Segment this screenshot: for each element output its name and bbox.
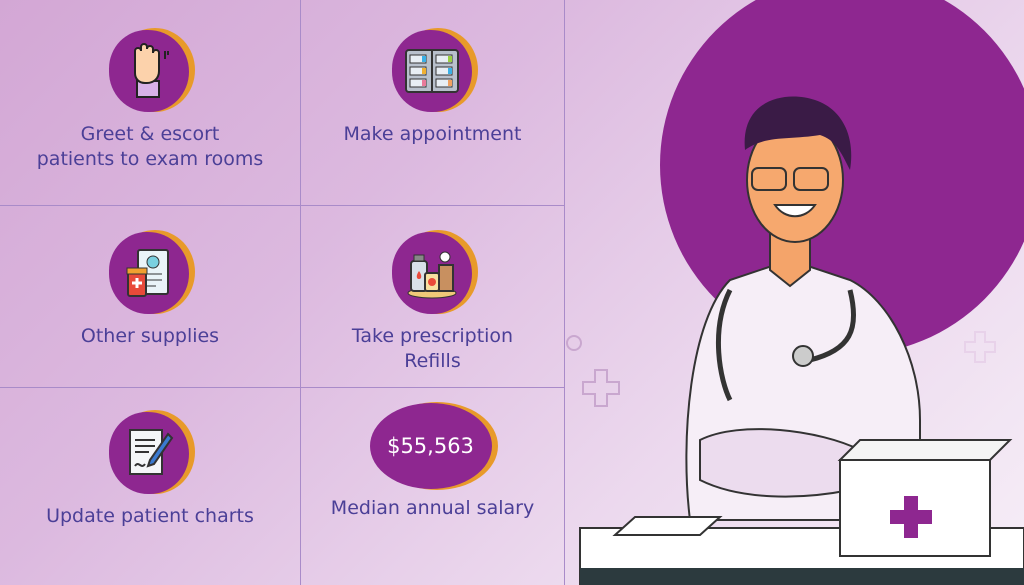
task-appointment: Make appointment (301, 0, 565, 206)
salary-label: Median annual salary (330, 497, 535, 519)
task-label: Make appointment (343, 123, 522, 145)
medical-cross-icon (890, 496, 932, 538)
task-supplies: Other supplies (0, 206, 301, 388)
task-label: patients to exam rooms (36, 148, 264, 170)
chart-pen-icon (109, 410, 195, 494)
salary-badge: $55,563 (369, 402, 498, 490)
task-label: Refills (404, 350, 461, 372)
appointment-book-icon (391, 28, 478, 112)
task-label: Take prescription (351, 325, 514, 347)
cross-outline-icon (582, 369, 620, 407)
task-label: Greet & escort (80, 123, 220, 145)
task-greet: Greet & escort patients to exam rooms (0, 0, 301, 206)
task-grid: Greet & escort patients to exam rooms Mak… (0, 0, 565, 585)
prescription-bottles-icon (391, 230, 478, 314)
doctor-illustration (565, 0, 1024, 585)
clipboard-medicine-icon (109, 230, 195, 314)
raised-hand-icon (109, 28, 195, 112)
task-charts: Update patient charts (0, 388, 301, 585)
salary-value: $55,563 (369, 403, 492, 489)
task-label: Update patient charts (46, 505, 254, 527)
salary-panel: $55,563 Median annual salary (301, 388, 565, 585)
task-prescription: Take prescription Refills (301, 206, 565, 388)
cross-outline-icon (964, 331, 996, 363)
task-label: Other supplies (80, 325, 220, 347)
notebook (612, 516, 723, 536)
stethoscope (716, 288, 857, 402)
